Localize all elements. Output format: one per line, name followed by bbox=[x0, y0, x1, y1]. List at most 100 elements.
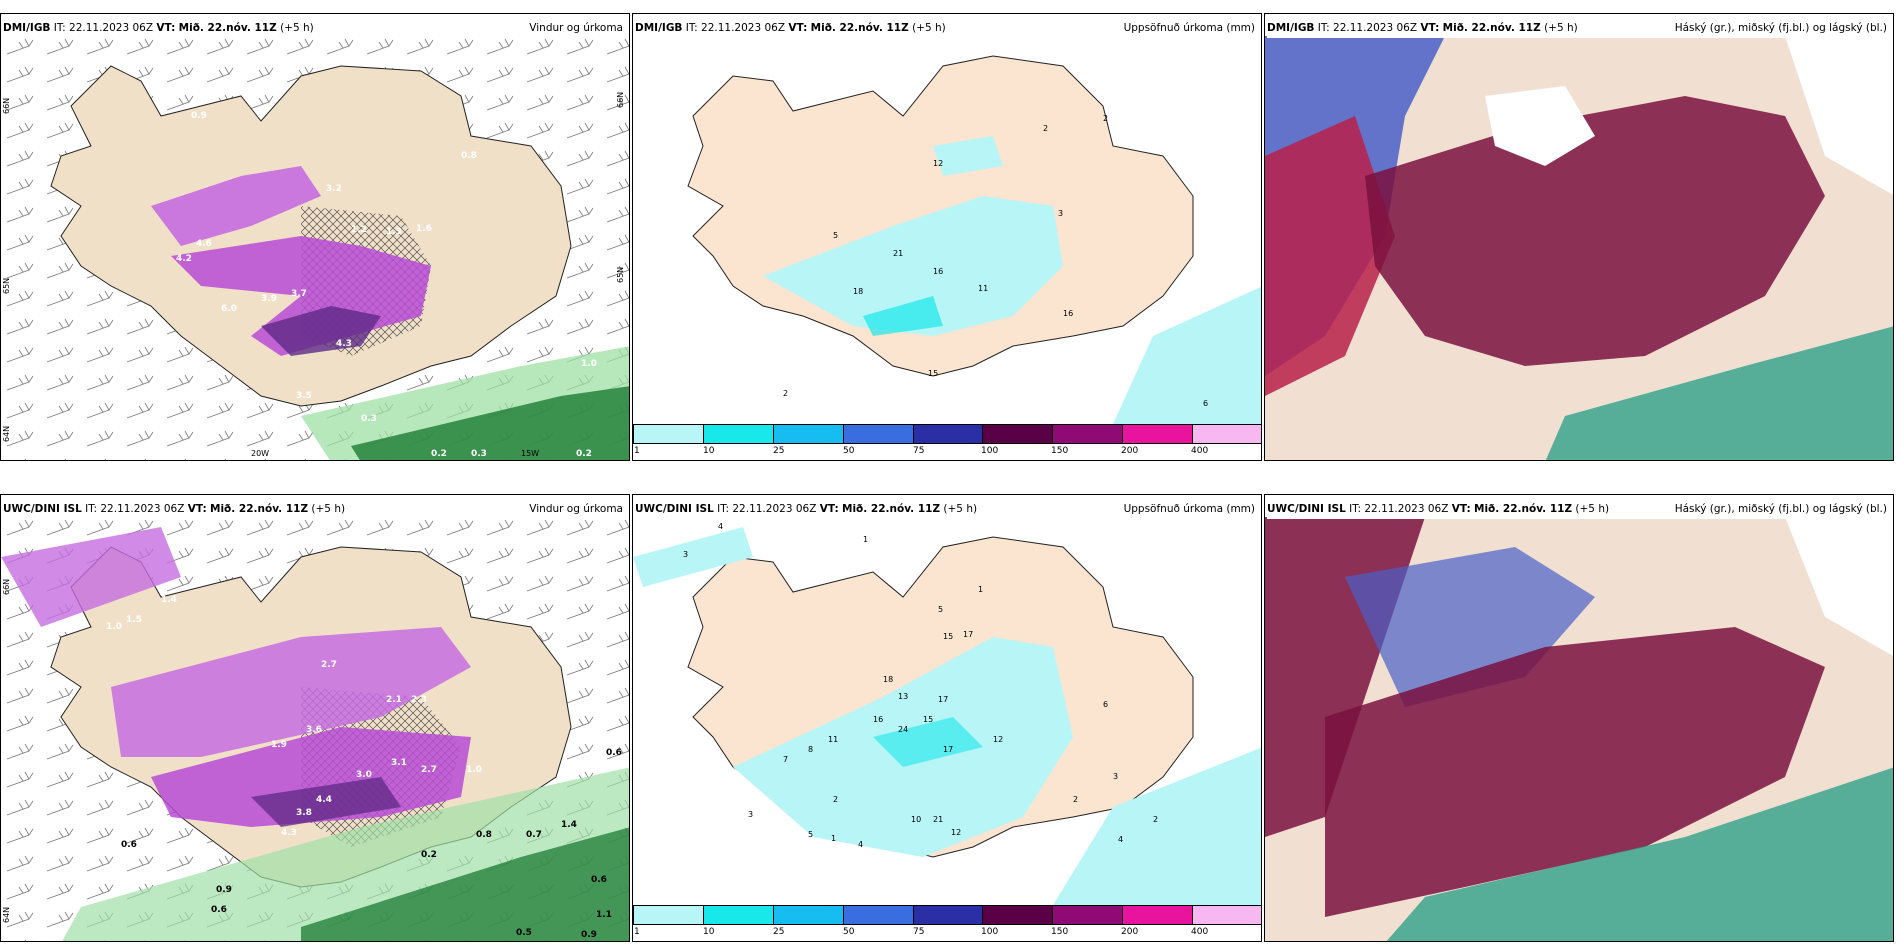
value-label: 1.9 bbox=[271, 740, 287, 750]
lead-time: (+5 h) bbox=[1575, 503, 1610, 515]
panel-header: DMI/IGB IT: 22.11.2023 06Z VT: Mið. 22.n… bbox=[1267, 16, 1887, 38]
lead-time: (+5 h) bbox=[943, 503, 978, 515]
panel-header: UWC/DINI ISL IT: 22.11.2023 06Z VT: Mið.… bbox=[1267, 497, 1887, 519]
colorbar-tick: 75 bbox=[913, 927, 925, 937]
panel-accum-precip-dmi: DMI/IGB IT: 22.11.2023 06Z VT: Mið. 22.n… bbox=[632, 13, 1262, 461]
panel-clouds-dmi: DMI/IGB IT: 22.11.2023 06Z VT: Mið. 22.n… bbox=[1264, 13, 1894, 461]
header-left: DMI/IGB IT: 22.11.2023 06Z VT: Mið. 22.n… bbox=[635, 22, 946, 34]
value-label: 11 bbox=[978, 284, 988, 293]
value-label: 17 bbox=[943, 745, 953, 754]
colorbar-tick: 1 bbox=[634, 927, 640, 937]
value-label: 1.4 bbox=[561, 820, 577, 830]
map-area bbox=[1265, 36, 1893, 460]
value-label: 2 bbox=[833, 795, 838, 804]
panel-title: Vindur og úrkoma bbox=[529, 22, 623, 34]
value-label: 3.5 bbox=[296, 391, 312, 401]
colorbar-cell bbox=[913, 906, 984, 924]
value-label: 5 bbox=[808, 830, 813, 839]
wind-precip-map: 66N 64N 1.4 1.5 1.0 2.7 2.1 2.3 3.6 1.9 … bbox=[1, 517, 629, 941]
panel-header: DMI/IGB IT: 22.11.2023 06Z VT: Mið. 22.n… bbox=[635, 16, 1255, 38]
colorbar-cell bbox=[1123, 425, 1194, 443]
value-label: 4.2 bbox=[176, 254, 192, 264]
value-label: 3 bbox=[1058, 209, 1063, 218]
mid-cloud-south bbox=[1386, 767, 1893, 941]
colorbar-cell bbox=[703, 906, 774, 924]
value-label: 6 bbox=[1203, 399, 1208, 408]
value-label: 5 bbox=[938, 605, 943, 614]
value-label: 24 bbox=[898, 725, 908, 734]
mid-cloud-south bbox=[1545, 326, 1893, 460]
colorbar-cell bbox=[1193, 425, 1261, 443]
sea-precip-heavy bbox=[351, 386, 629, 460]
init-time: 22.11.2023 06Z bbox=[1364, 503, 1449, 515]
model-name: DMI/IGB bbox=[635, 22, 683, 34]
colorbar-tick: 10 bbox=[703, 446, 715, 456]
value-label: 18 bbox=[883, 675, 893, 684]
map-frame: DMI/IGB IT: 22.11.2023 06Z VT: Mið. 22.n… bbox=[1264, 13, 1894, 461]
colorbar-cell bbox=[1053, 906, 1124, 924]
value-label: 0.3 bbox=[361, 414, 377, 424]
value-label: 13 bbox=[898, 692, 908, 701]
header-left: UWC/DINI ISL IT: 22.11.2023 06Z VT: Mið.… bbox=[635, 503, 977, 515]
colorbar: 1 10 25 50 75 100 150 200 400 bbox=[633, 424, 1261, 460]
panel-wind-precip-dmi: DMI/IGB IT: 22.11.2023 06Z VT: Mið. 22.n… bbox=[0, 13, 630, 461]
valid-time: Mið. 22.nóv. 11Z bbox=[810, 22, 909, 34]
clear-sky-ne bbox=[1785, 517, 1893, 656]
lead-time: (+5 h) bbox=[912, 22, 946, 34]
value-label: 0.9 bbox=[581, 930, 597, 940]
colorbar-tick: 100 bbox=[981, 446, 999, 456]
header-left: DMI/IGB IT: 22.11.2023 06Z VT: Mið. 22.n… bbox=[3, 22, 314, 34]
value-label: 1.0 bbox=[581, 359, 597, 369]
precip-area-medium bbox=[863, 296, 943, 336]
cloud-map bbox=[1265, 517, 1893, 941]
value-label: 2 bbox=[1153, 815, 1158, 824]
map-frame: UWC/DINI ISL IT: 22.11.2023 06Z VT: Mið.… bbox=[0, 494, 630, 942]
colorbar-cell bbox=[773, 425, 844, 443]
value-label: 12 bbox=[933, 159, 943, 168]
value-label: 3.2 bbox=[326, 184, 342, 194]
value-labels: 4 3 1 1 5 17 15 18 17 13 15 16 24 11 17 … bbox=[683, 522, 1158, 849]
value-label: 3.0 bbox=[356, 770, 372, 780]
value-label: 12 bbox=[993, 735, 1003, 744]
panel-accum-precip-uwc: UWC/DINI ISL IT: 22.11.2023 06Z VT: Mið.… bbox=[632, 494, 1262, 942]
value-label: 10 bbox=[911, 815, 921, 824]
value-label: 1.0 bbox=[106, 622, 122, 632]
colorbar-cell bbox=[1193, 906, 1261, 924]
value-label: 0.2 bbox=[431, 449, 447, 459]
precip-core bbox=[251, 777, 401, 827]
value-label: 17 bbox=[938, 695, 948, 704]
grid-labels: 66N 66N 65N 65N 64N 20W 15W bbox=[2, 92, 625, 458]
panel-wind-precip-uwc: UWC/DINI ISL IT: 22.11.2023 06Z VT: Mið.… bbox=[0, 494, 630, 942]
value-label: 18 bbox=[853, 287, 863, 296]
value-label: 3.9 bbox=[261, 294, 277, 304]
colorbar-tick: 25 bbox=[773, 446, 785, 456]
colorbar-cells bbox=[633, 905, 1261, 925]
wind-precip-map: 66N 66N 65N 65N 64N 20W 15W 3.2 4.6 4.2 … bbox=[1, 36, 629, 460]
value-label: 1.3 bbox=[386, 227, 402, 237]
panel-title: Háský (gr.), miðský (fj.bl.) og lágský (… bbox=[1674, 22, 1887, 34]
value-label: 16 bbox=[933, 267, 943, 276]
valid-time: Mið. 22.nóv. 11Z bbox=[1442, 22, 1541, 34]
value-label: 1.4 bbox=[161, 595, 177, 605]
it-label: IT: bbox=[1317, 22, 1330, 34]
value-label: 2.7 bbox=[421, 765, 437, 775]
value-label: 1.1 bbox=[596, 910, 612, 920]
value-label: 3.6 bbox=[306, 725, 322, 735]
map-frame: UWC/DINI ISL IT: 22.11.2023 06Z VT: Mið.… bbox=[1264, 494, 1894, 942]
colorbar-tick: 75 bbox=[913, 446, 925, 456]
value-label: 1 bbox=[831, 834, 836, 843]
precip-band-1 bbox=[111, 627, 471, 757]
map-area: 12 2 2 3 5 21 16 18 11 16 15 2 6 bbox=[633, 36, 1261, 424]
colorbar-cell bbox=[1053, 425, 1124, 443]
colorbar-ticks: 1 10 25 50 75 100 150 200 400 bbox=[633, 446, 1261, 460]
colorbar-cell bbox=[913, 425, 984, 443]
value-label: 15 bbox=[923, 715, 933, 724]
value-label: 3 bbox=[748, 810, 753, 819]
precip-area-north bbox=[933, 136, 1003, 176]
map-frame: UWC/DINI ISL IT: 22.11.2023 06Z VT: Mið.… bbox=[632, 494, 1262, 942]
panel-header: UWC/DINI ISL IT: 22.11.2023 06Z VT: Mið.… bbox=[3, 497, 623, 519]
panel-header: DMI/IGB IT: 22.11.2023 06Z VT: Mið. 22.n… bbox=[3, 16, 623, 38]
value-label: 0.6 bbox=[606, 748, 622, 758]
colorbar-tick: 1 bbox=[634, 446, 640, 456]
value-label: 2.3 bbox=[411, 695, 427, 705]
